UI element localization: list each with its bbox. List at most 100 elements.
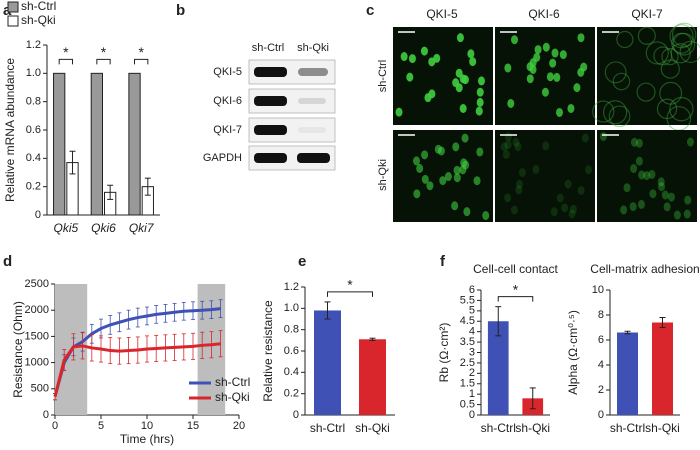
micro-nucleus bbox=[515, 179, 523, 189]
micro-cell bbox=[636, 82, 656, 102]
chart: 0 2 4 6 8 10 Alpha (Ω·cm⁰·⁵) Cell-matrix adhesi… bbox=[566, 262, 700, 435]
micro-cell bbox=[671, 32, 693, 54]
micro-cell bbox=[659, 81, 683, 105]
micro-cell bbox=[637, 26, 656, 45]
micro-nucleus bbox=[542, 42, 550, 52]
y-axis-label: Alpha (Ω·cm⁰·⁵) bbox=[566, 310, 580, 395]
chart: 0 0.2 0.4 0.6 0.8 1.0 1.2 Relative mRNA abundan… bbox=[3, 0, 160, 235]
micro-nucleus bbox=[475, 106, 483, 116]
micro-nucleus bbox=[451, 201, 459, 211]
micro-nucleus bbox=[637, 199, 645, 209]
significance-label: * bbox=[138, 44, 144, 60]
x-axis-label: Time (hrs) bbox=[120, 432, 174, 446]
significance-bracket bbox=[96, 58, 111, 65]
y-axis-label: Resistance (Ohm) bbox=[11, 301, 25, 398]
x-tick-label: 20 bbox=[233, 420, 245, 432]
chart-title: Cell-matrix adhesion bbox=[590, 262, 699, 276]
x-tick-label: Qki7 bbox=[129, 221, 155, 235]
micro-nucleus bbox=[416, 163, 424, 173]
x-tick-label: sh-Ctrl bbox=[481, 421, 516, 435]
y-tick-label: 3 bbox=[469, 346, 475, 358]
micro-nucleus bbox=[504, 140, 512, 150]
significance-label: * bbox=[347, 277, 353, 293]
bar bbox=[487, 321, 509, 415]
micro-nucleus bbox=[546, 72, 554, 82]
micro-column-label: QKI-5 bbox=[426, 7, 458, 21]
y-axis-label: Relative resistance bbox=[261, 300, 275, 402]
error-bar bbox=[369, 337, 376, 341]
micro-nucleus bbox=[467, 49, 475, 59]
y-tick-label: 10 bbox=[592, 284, 604, 296]
micro-nucleus bbox=[514, 142, 522, 152]
micro-nucleus bbox=[482, 211, 490, 221]
micro-column-label: QKI-7 bbox=[631, 7, 663, 21]
micro-cell bbox=[602, 100, 628, 125]
micro-cell bbox=[660, 59, 680, 79]
micro-cell bbox=[656, 98, 678, 120]
panel-label: b bbox=[176, 2, 185, 19]
micro-nucleus bbox=[444, 172, 452, 182]
micro-nucleus bbox=[400, 52, 408, 62]
y-tick-label: 2500 bbox=[25, 278, 49, 290]
micro-nucleus bbox=[630, 137, 638, 147]
micro-nucleus bbox=[643, 171, 651, 181]
micro-nucleus bbox=[452, 78, 460, 88]
micro-nucleus bbox=[551, 48, 559, 58]
micro-cell bbox=[672, 32, 696, 56]
legend-swatch bbox=[7, 15, 19, 27]
legend-label: sh-Qki bbox=[215, 390, 250, 404]
y-tick-label: 2 bbox=[598, 384, 604, 396]
micro-column-label: QKI-6 bbox=[528, 7, 560, 21]
y-tick-label: 1.5 bbox=[460, 378, 475, 390]
micro-nucleus bbox=[623, 183, 631, 193]
western-blot: sh-Ctrl sh-Qki QKI-5 QKI-6 QKI-7 GAPDH bbox=[203, 42, 336, 171]
significance-label: * bbox=[63, 44, 69, 60]
y-axis-label: Rb (Ω·cm²) bbox=[437, 323, 451, 383]
micro-nucleus bbox=[453, 173, 461, 183]
blot-band bbox=[298, 68, 328, 76]
y-tick-label: 5.5 bbox=[460, 294, 475, 306]
micro-cell bbox=[653, 46, 673, 66]
error-bar bbox=[624, 330, 631, 335]
micro-nucleus bbox=[638, 170, 646, 180]
micro-nucleus bbox=[649, 189, 657, 199]
blot-row-label: QKI-7 bbox=[213, 124, 242, 136]
micro-cell bbox=[669, 96, 694, 122]
micro-nucleus bbox=[518, 168, 526, 178]
significance-bracket bbox=[327, 291, 373, 297]
y-tick-label: 4 bbox=[469, 326, 475, 338]
micro-nucleus bbox=[657, 177, 665, 187]
significance-label: * bbox=[513, 281, 519, 297]
y-axis-label: Relative mRNA abundance bbox=[3, 58, 17, 202]
y-tick-label: 2000 bbox=[25, 304, 49, 316]
micro-nucleus bbox=[500, 142, 508, 152]
legend-label: sh-Ctrl bbox=[21, 0, 56, 13]
y-tick-label: 0.6 bbox=[26, 124, 41, 136]
micro-nucleus bbox=[461, 75, 469, 85]
micro-nucleus bbox=[568, 209, 576, 219]
micro-nucleus bbox=[534, 45, 542, 55]
blot-band bbox=[254, 96, 287, 106]
blot-band bbox=[254, 153, 287, 163]
micro-nucleus bbox=[477, 76, 485, 86]
x-tick-label: sh-Qki bbox=[355, 421, 390, 435]
x-tick-label: sh-Ctrl bbox=[310, 421, 345, 435]
micro-cell bbox=[669, 24, 694, 49]
micro-nucleus bbox=[461, 133, 469, 143]
micro-nucleus bbox=[573, 83, 581, 93]
micro-cell bbox=[670, 43, 691, 64]
blot-row-label: QKI-5 bbox=[213, 66, 242, 78]
y-tick-label: 2.5 bbox=[460, 357, 475, 369]
blot-band bbox=[298, 127, 326, 133]
y-tick-label: 0.6 bbox=[284, 345, 299, 357]
y-tick-label: 0.8 bbox=[284, 324, 299, 336]
micro-nucleus bbox=[564, 179, 572, 189]
micro-nucleus bbox=[510, 205, 518, 215]
micro-cell bbox=[592, 100, 615, 123]
bar bbox=[652, 322, 673, 415]
chart-title: Cell-cell contact bbox=[473, 262, 558, 276]
micro-nucleus bbox=[542, 141, 550, 151]
y-tick-label: 1.0 bbox=[284, 302, 299, 314]
x-tick-label: 5 bbox=[98, 420, 104, 432]
